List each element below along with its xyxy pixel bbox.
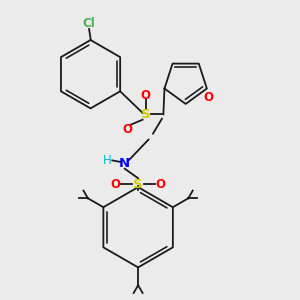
Text: O: O — [140, 88, 151, 101]
Text: S: S — [141, 108, 150, 121]
Text: H: H — [103, 154, 111, 167]
Text: O: O — [203, 92, 213, 104]
Text: O: O — [155, 178, 165, 191]
Text: O: O — [111, 178, 121, 191]
Text: S: S — [133, 178, 143, 191]
Text: O: O — [123, 123, 133, 136]
Text: N: N — [119, 157, 130, 170]
Text: Cl: Cl — [83, 17, 95, 30]
